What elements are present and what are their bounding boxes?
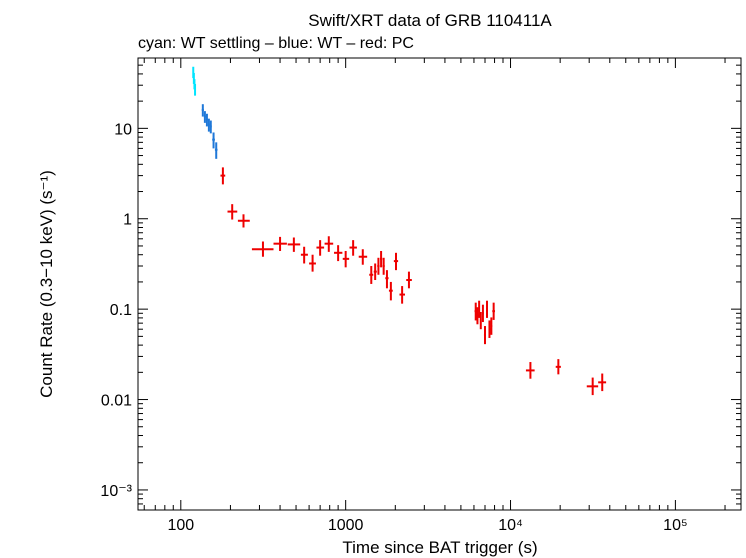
data-point-pc — [478, 300, 481, 318]
data-point-pc — [316, 240, 325, 256]
data-point-pc — [309, 254, 316, 272]
data-point-pc — [287, 237, 301, 252]
data-point-pc — [385, 270, 389, 289]
data-point-pc — [251, 241, 274, 257]
series-wt — [201, 104, 218, 159]
chart-title: Swift/XRT data of GRB 110411A — [308, 11, 552, 30]
data-point-pc — [342, 250, 350, 268]
data-point-pc — [393, 252, 399, 271]
data-point-pc — [388, 281, 393, 301]
data-point-pc — [479, 311, 482, 330]
series-wt-settling — [192, 66, 197, 96]
data-point-wt — [205, 113, 208, 127]
data-point-wt — [201, 104, 204, 117]
data-point-wt — [203, 111, 206, 123]
x-tick-label: 100 — [167, 517, 194, 534]
y-axis-label: Count Rate (0.3−10 keV) (s⁻¹) — [37, 170, 56, 398]
data-point-wt — [214, 142, 218, 159]
y-tick-labels: 10⁻³ 0.01 0.1 1 10 — [100, 121, 132, 500]
data-point-pc — [481, 304, 484, 323]
data-point-pc — [490, 317, 493, 335]
y-tick-label: 10⁻³ — [100, 483, 132, 500]
x-tick-label: 10⁵ — [663, 517, 687, 534]
data-point-pc — [273, 236, 287, 251]
series-pc — [220, 167, 607, 396]
y-tick-label: 0.1 — [110, 302, 132, 319]
data-point-pc — [369, 266, 374, 284]
data-point-pc — [358, 249, 368, 265]
data-point-pc — [379, 250, 383, 268]
data-point-pc — [555, 359, 561, 375]
data-point-wt — [209, 120, 212, 134]
data-point-pc — [349, 240, 357, 256]
data-point-pc — [220, 167, 226, 185]
data-point-pc — [237, 214, 250, 228]
x-tick-label: 10⁴ — [498, 517, 523, 534]
data-point-pc — [586, 377, 599, 396]
data-point-pc — [488, 320, 491, 338]
y-tick-label: 0.01 — [101, 393, 132, 410]
data-point-pc — [406, 271, 412, 289]
chart-subtitle: cyan: WT settling – blue: WT – red: PC — [138, 35, 414, 52]
data-point-pc — [483, 326, 487, 345]
y-tick-label: 10 — [114, 121, 132, 138]
data-point-pc — [476, 307, 479, 325]
data-point-pc — [598, 373, 607, 392]
data-point-wt — [207, 118, 210, 132]
data-point-pc — [300, 246, 308, 264]
data-point-pc — [377, 257, 380, 275]
y-tick-label: 1 — [123, 212, 132, 229]
data-point-pc — [486, 300, 489, 318]
data-point-pc — [227, 204, 238, 220]
data-point-pc — [382, 257, 385, 275]
data-point-pc — [324, 236, 334, 252]
data-point-wt — [212, 132, 215, 149]
data-point-wt-settling — [194, 83, 197, 96]
x-tick-label: 1000 — [328, 517, 364, 534]
x-tick-labels: 100 1000 10⁴ 10⁵ — [167, 517, 687, 534]
data-point-pc — [399, 286, 405, 304]
data-points — [192, 66, 607, 396]
data-point-pc — [525, 362, 535, 379]
axis-ticks — [138, 57, 741, 511]
data-point-pc — [373, 263, 377, 281]
x-axis-label: Time since BAT trigger (s) — [342, 538, 537, 557]
plot-frame — [137, 57, 742, 511]
data-point-pc — [492, 302, 496, 320]
data-point-pc — [334, 245, 343, 262]
